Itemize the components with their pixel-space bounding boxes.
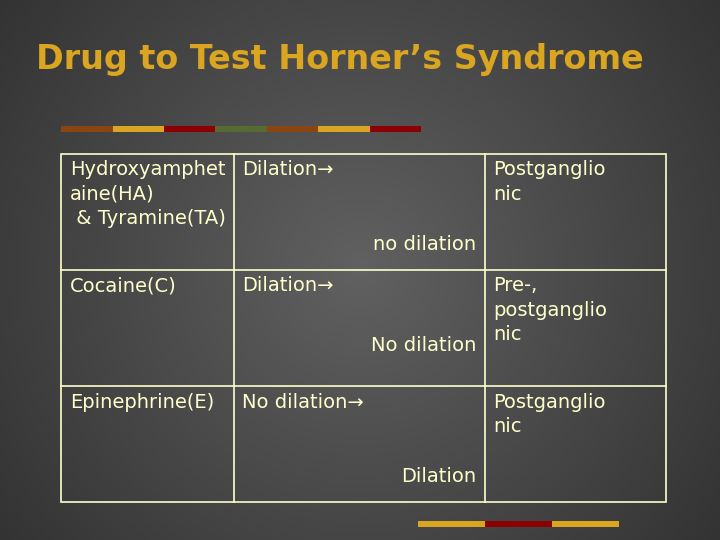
Text: no dilation: no dilation <box>373 235 476 254</box>
Bar <box>61 154 666 502</box>
Bar <box>318 126 370 132</box>
Text: Epinephrine(E): Epinephrine(E) <box>70 393 214 411</box>
Bar <box>485 521 552 526</box>
Text: Hydroxyamphet
aine(HA)
 & Tyramine(TA): Hydroxyamphet aine(HA) & Tyramine(TA) <box>70 160 225 228</box>
Text: Cocaine(C): Cocaine(C) <box>70 276 176 295</box>
Text: No dilation→: No dilation→ <box>242 393 364 411</box>
Bar <box>370 126 421 132</box>
Bar <box>418 521 485 526</box>
Bar <box>112 126 164 132</box>
Text: Dilation→: Dilation→ <box>242 160 333 179</box>
Text: Postganglio
nic: Postganglio nic <box>493 393 606 436</box>
Text: Drug to Test Horner’s Syndrome: Drug to Test Horner’s Syndrome <box>36 43 644 76</box>
Text: Dilation→: Dilation→ <box>242 276 333 295</box>
Text: Dilation: Dilation <box>401 467 476 486</box>
Text: Pre-,
postganglio
nic: Pre-, postganglio nic <box>493 276 607 344</box>
Bar <box>61 126 112 132</box>
Bar <box>164 126 215 132</box>
Bar <box>267 126 318 132</box>
Bar <box>215 126 267 132</box>
Text: Postganglio
nic: Postganglio nic <box>493 160 606 204</box>
Bar <box>552 521 619 526</box>
Text: No dilation: No dilation <box>371 336 476 355</box>
